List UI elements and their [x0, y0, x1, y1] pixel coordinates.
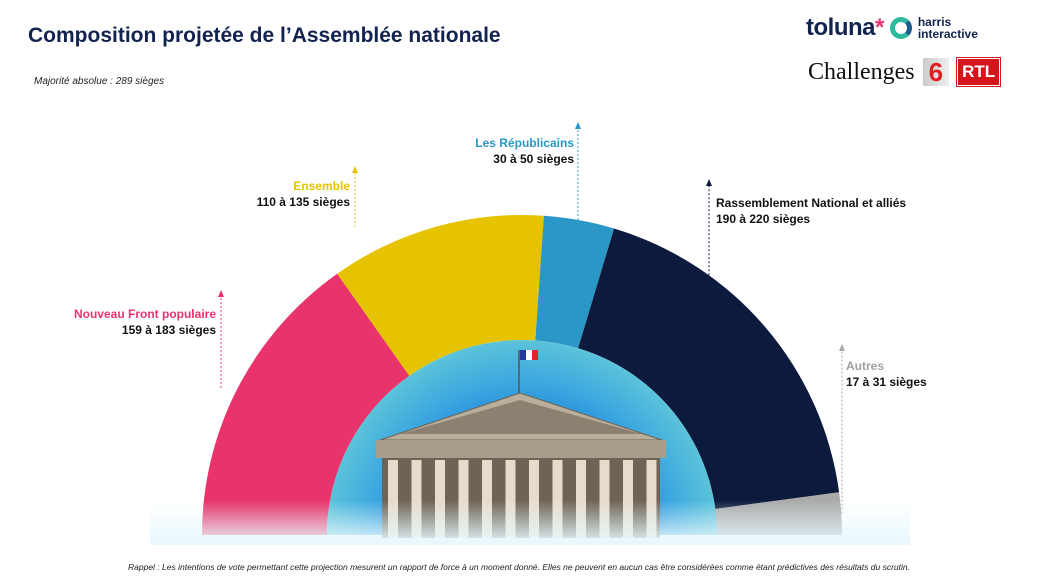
segment-0 [202, 273, 410, 535]
challenges-logo: Challenges [808, 58, 915, 85]
arrow-icon-0 [218, 290, 224, 297]
column [388, 460, 398, 538]
column [435, 460, 445, 538]
label-lr: Les Républicains 30 à 50 sièges [475, 136, 574, 166]
harris-logo: harris interactive [917, 15, 978, 41]
majority-note: Majorité absolue : 289 sièges [34, 76, 165, 87]
rtl-logo: RTL [956, 57, 1002, 87]
arrow-icon-4 [839, 344, 845, 351]
column [458, 460, 469, 538]
harris-ring-icon [889, 17, 912, 39]
m6-logo: 6 [922, 58, 950, 86]
label-autres: Autres 17 à 31 sièges [846, 359, 927, 389]
toluna-logo: toluna* [806, 14, 884, 41]
pollster-logos: toluna* harris interactive [806, 14, 998, 42]
media-logos: Challenges 6 RTL [808, 57, 1002, 87]
column [599, 460, 610, 538]
column [552, 460, 563, 538]
arrow-icon-2 [575, 122, 581, 129]
arrow-icon-3 [706, 179, 712, 186]
column [529, 460, 539, 538]
column [576, 460, 586, 538]
label-ensemble: Ensemble 110 à 135 sièges [256, 179, 350, 209]
column [623, 460, 633, 538]
footnote: Rappel : Les intentions de vote permetta… [128, 562, 910, 572]
label-rn: Rassemblement National et alliés 190 à 22… [716, 196, 907, 226]
column [482, 460, 492, 538]
column [411, 460, 422, 538]
arrow-icon-1 [352, 166, 358, 173]
segment-2 [535, 215, 615, 349]
column [646, 460, 657, 538]
label-nfp: Nouveau Front populaire 159 à 183 sièges [73, 307, 216, 337]
column [505, 460, 516, 538]
segment-1 [337, 214, 544, 376]
assemblee-building [376, 350, 666, 538]
page-title: Composition projetée de l’Assemblée nati… [28, 24, 501, 47]
segment-3 [578, 228, 840, 509]
